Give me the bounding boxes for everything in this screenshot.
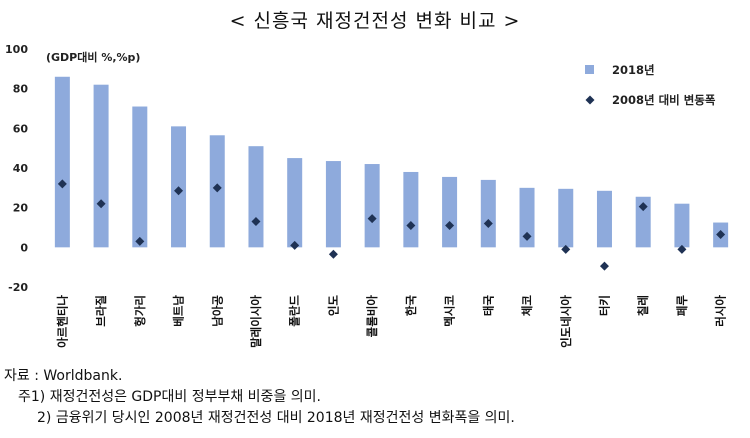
bar <box>442 176 458 248</box>
bar <box>248 146 264 248</box>
bar <box>364 164 380 248</box>
chart-area: -20 0 20 40 60 80 100 (GDP대비 %,%p) 아르헨티나 브라질 헝가리 베트… <box>5 43 729 348</box>
bar <box>596 190 612 248</box>
bar <box>519 187 535 248</box>
category-label: 폴란드 <box>288 295 302 327</box>
change-marker <box>96 199 106 209</box>
category-label: 인도네시아 <box>559 295 573 348</box>
change-marker <box>251 217 261 227</box>
y-tick-label: 60 <box>13 122 29 135</box>
bar <box>674 203 690 248</box>
change-marker <box>174 186 184 196</box>
change-marker <box>483 219 493 229</box>
change-marker <box>716 229 726 239</box>
category-label: 아르헨티나 <box>55 295 69 348</box>
category-label: 말레이시아 <box>249 295 263 348</box>
change-marker <box>406 221 416 231</box>
footnote-1: 주1) 재정건전성은 GDP대비 정부부채 비중을 의미. <box>18 389 321 405</box>
legend-label-change: 2008년 대비 변동폭 <box>612 93 716 107</box>
category-label: 칠레 <box>636 295 650 316</box>
footnote-2: 2) 금융위기 당시인 2008년 재정건전성 대비 2018년 재정건전성 변… <box>37 410 515 426</box>
y-tick-label: 40 <box>13 162 29 175</box>
change-marker <box>57 179 67 189</box>
change-marker <box>599 261 609 271</box>
y-tick-label: 100 <box>5 43 28 56</box>
category-label: 체코 <box>520 295 534 317</box>
category-label: 태국 <box>481 295 495 317</box>
chart-title: < 신흥국 재정건전성 변화 비교 > <box>229 10 521 32</box>
legend-diamond-swatch <box>585 95 595 105</box>
change-marker <box>561 244 571 254</box>
bar <box>558 188 574 248</box>
category-label: 러시아 <box>714 295 728 327</box>
source-note: 자료 : Worldbank. <box>4 368 123 384</box>
category-label: 헝가리 <box>133 295 147 327</box>
change-marker <box>522 231 532 241</box>
category-label: 멕시코 <box>443 295 457 327</box>
y-tick-label: -20 <box>8 281 28 294</box>
category-label: 남아공 <box>210 295 224 327</box>
change-marker <box>367 214 377 224</box>
category-label: 인도 <box>326 295 340 317</box>
category-label: 터키 <box>597 295 611 316</box>
change-marker <box>677 244 687 254</box>
change-marker <box>638 202 648 212</box>
unit-label: (GDP대비 %,%p) <box>46 50 140 64</box>
bar <box>54 76 70 248</box>
bar <box>480 179 496 248</box>
change-marker <box>212 183 222 193</box>
footnotes: 자료 : Worldbank. 주1) 재정건전성은 GDP대비 정부부채 비중… <box>4 366 515 429</box>
bar <box>325 161 341 248</box>
bar <box>93 84 109 248</box>
category-label: 베트남 <box>172 295 186 327</box>
category-label: 브라질 <box>94 295 108 327</box>
category-label: 한국 <box>404 295 418 317</box>
bar <box>132 106 148 248</box>
category-label: 콜롬비아 <box>365 295 379 338</box>
y-tick-label: 80 <box>13 83 29 96</box>
bar <box>287 158 303 248</box>
change-marker <box>445 221 455 231</box>
bar <box>403 171 419 248</box>
category-label: 페루 <box>675 295 689 317</box>
legend-label-2018: 2018년 <box>612 63 655 77</box>
change-marker <box>328 249 338 259</box>
legend-bar-swatch <box>585 65 594 74</box>
y-tick-label: 0 <box>20 241 28 254</box>
change-marker <box>135 236 145 246</box>
bar <box>635 196 651 248</box>
change-marker <box>290 240 300 250</box>
y-tick-label: 20 <box>13 202 29 215</box>
